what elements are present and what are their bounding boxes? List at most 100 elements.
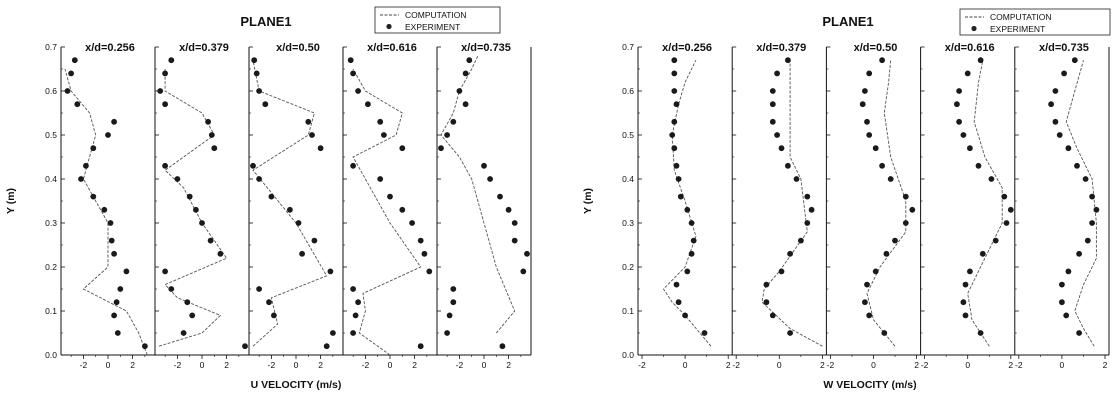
- experiment-point: [162, 162, 169, 169]
- experiment-point: [1093, 206, 1100, 213]
- experiment-point: [866, 132, 873, 138]
- experiment-point: [426, 268, 433, 275]
- experiment-point: [142, 343, 148, 350]
- experiment-point: [327, 268, 334, 275]
- subplot-label: x/d=0.50: [854, 42, 898, 54]
- experiment-point: [769, 312, 776, 319]
- experiment-point: [466, 57, 473, 64]
- experiment-point: [669, 132, 676, 138]
- experiment-point: [71, 57, 78, 64]
- experiment-point: [879, 57, 885, 64]
- legend-experiment-label: EXPERIMENT: [405, 22, 460, 32]
- experiment-point: [1089, 193, 1095, 200]
- experiment-point: [444, 330, 450, 336]
- x-tick-label: -2: [638, 360, 646, 370]
- legend-experiment-marker: [386, 23, 392, 30]
- experiment-point: [1059, 299, 1065, 306]
- experiment-point: [892, 237, 898, 244]
- x-axis-label: W VELOCITY (m/s): [823, 379, 916, 391]
- experiment-point: [108, 237, 115, 244]
- experiment-point: [205, 118, 212, 125]
- chart-title: PLANE1: [240, 14, 291, 29]
- y-tick-label: 0.4: [45, 174, 57, 184]
- experiment-point: [798, 237, 804, 244]
- experiment-point: [417, 237, 424, 244]
- experiment-point: [960, 132, 967, 138]
- experiment-point: [111, 118, 117, 125]
- x-axis-label: U VELOCITY (m/s): [251, 379, 342, 391]
- experiment-point: [162, 70, 169, 77]
- x-tick-label: 2: [506, 360, 511, 370]
- experiment-point: [256, 176, 262, 182]
- experiment-point: [1007, 206, 1014, 213]
- y-tick-label: 0.0: [45, 350, 57, 360]
- x-tick-label: 2: [130, 360, 135, 370]
- u-velocity-figure: PLANE1 COMPUTATION EXPERIMENT Y (m) 0.0 0.1 0.…: [5, 6, 532, 391]
- experiment-point: [511, 220, 518, 226]
- experiment-point: [481, 162, 487, 169]
- experiment-point: [323, 343, 330, 350]
- experiment-point: [107, 220, 114, 226]
- x-tick-label: -2: [921, 360, 929, 370]
- experiment-point: [859, 101, 866, 108]
- experiment-point: [769, 101, 776, 108]
- x-tick-label: 0: [200, 360, 205, 370]
- x-tick-label: 0: [388, 360, 393, 370]
- experiment-point: [977, 57, 984, 64]
- experiment-point: [330, 330, 336, 336]
- computation-line: [662, 60, 712, 347]
- experiment-point: [208, 132, 215, 138]
- x-tick-label: 0: [777, 360, 782, 370]
- legend-box: [374, 6, 501, 34]
- experiment-point: [180, 330, 187, 336]
- x-tick-label: 0: [1060, 360, 1065, 370]
- experiment-point: [462, 101, 469, 108]
- x-tick-label: -2: [362, 360, 370, 370]
- experiment-point: [887, 176, 894, 182]
- experiment-point: [763, 281, 770, 288]
- experiment-point: [1084, 237, 1091, 244]
- experiment-point: [305, 118, 312, 125]
- experiment-point: [268, 193, 275, 200]
- experiment-point: [377, 118, 384, 125]
- experiment-point: [688, 250, 695, 257]
- y-tick-label: 0.5: [45, 130, 57, 140]
- experiment-point: [524, 250, 530, 257]
- experiment-point: [511, 237, 518, 244]
- experiment-point: [444, 132, 450, 138]
- experiment-point: [450, 118, 457, 125]
- experiment-point: [462, 70, 469, 77]
- y-tick-label: 0.5: [622, 130, 634, 140]
- experiment-point: [1052, 88, 1059, 94]
- experiment-point: [883, 250, 890, 257]
- experiment-point: [862, 299, 868, 306]
- experiment-point: [1074, 162, 1080, 169]
- subplot-label: x/d=0.735: [461, 42, 511, 54]
- experiment-point: [456, 88, 463, 94]
- experiment-point: [199, 220, 205, 226]
- x-tick-label: -2: [80, 360, 88, 370]
- legend-experiment-marker: [971, 25, 977, 32]
- experiment-point: [105, 132, 111, 138]
- subplot-1: -2 0 2 x/d=0.256: [637, 42, 733, 370]
- experiment-point: [804, 220, 811, 226]
- experiment-point: [217, 250, 224, 257]
- experiment-point: [769, 88, 776, 94]
- experiment-point: [117, 286, 124, 292]
- x-tick-label: 2: [412, 360, 417, 370]
- y-tick-label: 0.6: [45, 86, 57, 96]
- experiment-point: [769, 118, 776, 125]
- experiment-point: [309, 132, 315, 138]
- experiment-point: [684, 268, 691, 275]
- experiment-point: [421, 250, 428, 257]
- experiment-point: [101, 206, 108, 213]
- experiment-point: [763, 299, 770, 306]
- y-tick-label: 0.2: [622, 262, 634, 272]
- experiment-point: [909, 206, 916, 213]
- experiment-point: [956, 118, 962, 125]
- experiment-point: [446, 312, 453, 319]
- experiment-point: [785, 57, 791, 64]
- experiment-point: [967, 268, 973, 275]
- experiment-point: [242, 343, 248, 350]
- experiment-point: [123, 268, 130, 275]
